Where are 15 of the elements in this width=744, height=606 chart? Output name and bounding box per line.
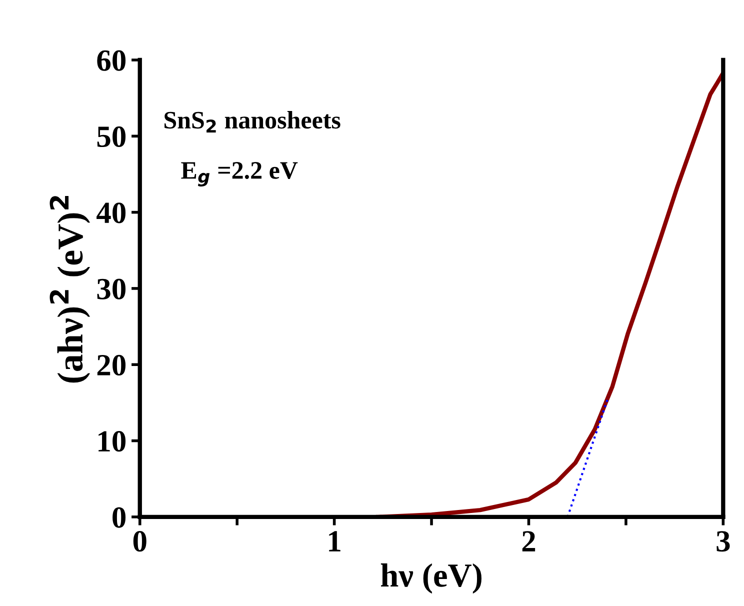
y-tick-label: 30 (97, 278, 126, 300)
annotation: SnS$_{2}$ nanosheets (164, 111, 340, 132)
x-tick-label: 1 (329, 531, 340, 552)
y-tick-label: 10 (98, 431, 126, 452)
x-axis-title: hν (eV) (380, 563, 482, 594)
x-tick-label: 0 (133, 530, 146, 552)
y-tick-label: 40 (96, 202, 126, 224)
y-tick-label: 20 (97, 354, 126, 376)
x-tick-label: 2 (522, 531, 536, 552)
annotation: E$_{g}$ =2.2 eV (181, 162, 298, 186)
y-tick-label: 60 (97, 50, 126, 71)
y-axis-title: (ahν)$^{2}$ (eV)$^{2}$ (50, 196, 90, 383)
y-tick-label: 50 (97, 126, 126, 148)
y-tick-label: 0 (112, 507, 126, 528)
x-tick-label: 3 (716, 531, 730, 552)
